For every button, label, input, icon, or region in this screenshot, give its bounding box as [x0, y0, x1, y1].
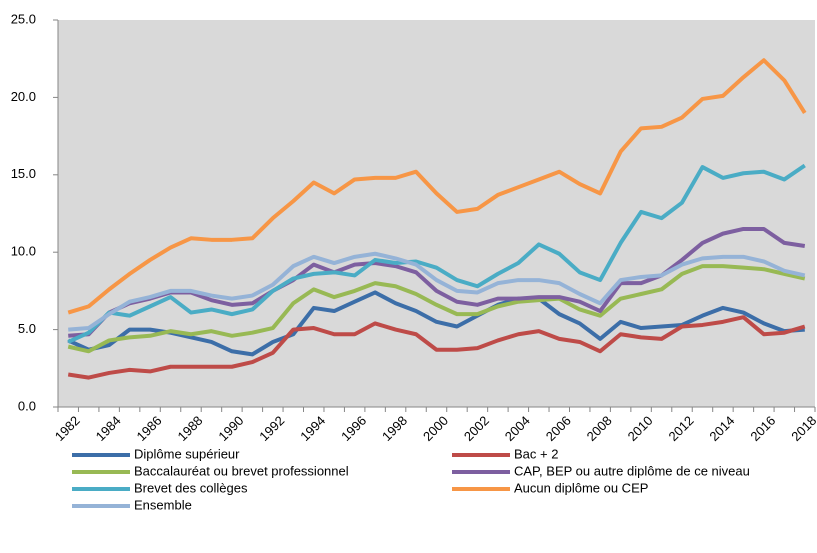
series-line — [67, 264, 806, 354]
x-tick-label: 2000 — [420, 413, 451, 444]
x-tick-label: 2018 — [788, 413, 817, 444]
x-tick-label: 2004 — [502, 413, 533, 444]
x-tick-label: 1992 — [256, 413, 287, 444]
legend-label: Brevet des collèges — [134, 480, 248, 495]
series-line — [67, 58, 807, 315]
x-tick-label: 2008 — [584, 413, 615, 444]
y-tick-label: 25.0 — [11, 11, 36, 26]
series-line — [68, 251, 806, 332]
x-tick-label: 1982 — [52, 413, 83, 444]
x-tick-label: 2012 — [666, 413, 697, 444]
y-tick-label: 0.0 — [18, 398, 36, 413]
x-tick-label: 2016 — [747, 413, 778, 444]
legend-label: Baccalauréat ou brevet professionnel — [134, 463, 349, 478]
series-line — [67, 315, 806, 380]
y-tick-label: 5.0 — [18, 321, 36, 336]
x-tick-label: 1984 — [93, 413, 124, 444]
x-tick-label: 2014 — [706, 413, 737, 444]
y-tick-label: 10.0 — [11, 244, 36, 259]
plot-area — [58, 20, 815, 407]
legend-label: Ensemble — [134, 497, 192, 512]
x-tick-label: 1988 — [174, 413, 205, 444]
x-tick-label: 2006 — [543, 413, 574, 444]
legend-label: Bac + 2 — [514, 446, 558, 461]
legend-label: CAP, BEP ou autre diplôme de ce niveau — [514, 463, 750, 478]
series-line — [67, 163, 806, 344]
y-tick-label: 20.0 — [11, 89, 36, 104]
legend-label: Aucun diplôme ou CEP — [514, 480, 648, 495]
x-tick-label: 2010 — [625, 413, 656, 444]
x-tick-label: 1990 — [215, 413, 246, 444]
x-tick-label: 2002 — [461, 413, 492, 444]
x-tick-label: 1986 — [134, 413, 165, 444]
x-tick-label: 1996 — [338, 413, 369, 444]
x-tick-label: 1994 — [297, 413, 328, 444]
legend-label: Diplôme supérieur — [134, 446, 240, 461]
y-tick-label: 15.0 — [11, 166, 36, 181]
x-tick-label: 1998 — [379, 413, 410, 444]
